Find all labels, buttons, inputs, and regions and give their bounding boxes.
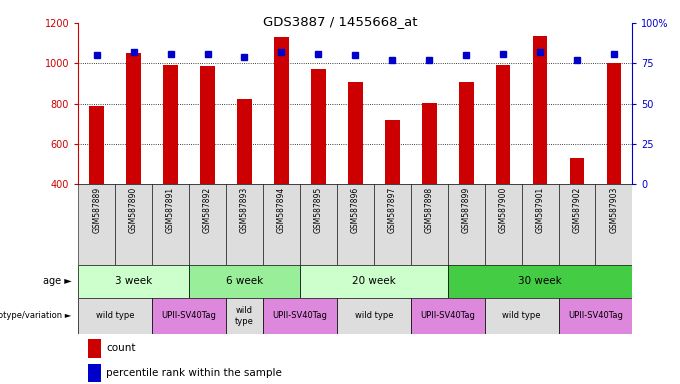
Text: UPII-SV40Tag: UPII-SV40Tag — [273, 311, 327, 320]
Bar — [152, 298, 226, 334]
Bar — [237, 99, 252, 184]
Bar — [274, 37, 289, 184]
Bar — [522, 184, 558, 265]
Bar — [411, 298, 485, 334]
Bar — [300, 265, 447, 298]
Text: GSM587896: GSM587896 — [351, 187, 360, 233]
Bar — [200, 66, 215, 184]
Bar — [126, 53, 141, 184]
Bar — [78, 184, 115, 265]
Bar — [459, 81, 473, 184]
Bar — [300, 184, 337, 265]
Bar — [447, 265, 632, 298]
Text: GSM587889: GSM587889 — [92, 187, 101, 233]
Text: GDS3887 / 1455668_at: GDS3887 / 1455668_at — [262, 15, 418, 28]
Text: UPII-SV40Tag: UPII-SV40Tag — [162, 311, 216, 320]
Text: GSM587898: GSM587898 — [425, 187, 434, 233]
Bar — [226, 184, 263, 265]
Bar — [607, 63, 622, 184]
Bar — [558, 184, 596, 265]
Bar — [337, 184, 374, 265]
Text: wild
type: wild type — [235, 306, 254, 326]
Bar — [385, 120, 400, 184]
Bar — [189, 265, 300, 298]
Bar — [152, 184, 189, 265]
Text: GSM587902: GSM587902 — [573, 187, 581, 233]
Text: 20 week: 20 week — [352, 276, 396, 286]
Bar — [78, 298, 152, 334]
Bar — [485, 298, 558, 334]
Text: GSM587897: GSM587897 — [388, 187, 396, 233]
Text: GSM587900: GSM587900 — [498, 187, 507, 233]
Text: GSM587894: GSM587894 — [277, 187, 286, 233]
Text: GSM587901: GSM587901 — [536, 187, 545, 233]
Text: 3 week: 3 week — [115, 276, 152, 286]
Bar — [263, 298, 337, 334]
Bar — [263, 184, 300, 265]
Text: wild type: wild type — [354, 311, 393, 320]
Text: percentile rank within the sample: percentile rank within the sample — [106, 367, 282, 377]
Text: GSM587892: GSM587892 — [203, 187, 212, 233]
Text: UPII-SV40Tag: UPII-SV40Tag — [568, 311, 623, 320]
Bar — [89, 106, 104, 184]
Bar — [226, 298, 263, 334]
Bar — [88, 364, 101, 382]
Text: GSM587890: GSM587890 — [129, 187, 138, 233]
Bar — [374, 184, 411, 265]
Text: GSM587903: GSM587903 — [609, 187, 618, 233]
Bar — [163, 65, 178, 184]
Bar — [532, 36, 547, 184]
Text: wild type: wild type — [96, 311, 135, 320]
Bar — [485, 184, 522, 265]
Bar — [311, 70, 326, 184]
Bar — [496, 65, 511, 184]
Bar — [337, 298, 411, 334]
Text: wild type: wild type — [503, 311, 541, 320]
Text: GSM587895: GSM587895 — [314, 187, 323, 233]
Bar — [558, 298, 632, 334]
Text: 6 week: 6 week — [226, 276, 263, 286]
Bar — [189, 184, 226, 265]
Text: genotype/variation ►: genotype/variation ► — [0, 311, 71, 320]
Text: age ►: age ► — [43, 276, 71, 286]
Text: 30 week: 30 week — [518, 276, 562, 286]
Text: GSM587891: GSM587891 — [166, 187, 175, 233]
Bar — [88, 339, 101, 358]
Bar — [411, 184, 447, 265]
Bar — [115, 184, 152, 265]
Bar — [447, 184, 485, 265]
Text: count: count — [106, 343, 135, 353]
Bar — [596, 184, 632, 265]
Bar — [422, 103, 437, 184]
Text: UPII-SV40Tag: UPII-SV40Tag — [420, 311, 475, 320]
Bar — [570, 158, 584, 184]
Text: GSM587893: GSM587893 — [240, 187, 249, 233]
Text: GSM587899: GSM587899 — [462, 187, 471, 233]
Bar — [78, 265, 189, 298]
Bar — [348, 81, 362, 184]
